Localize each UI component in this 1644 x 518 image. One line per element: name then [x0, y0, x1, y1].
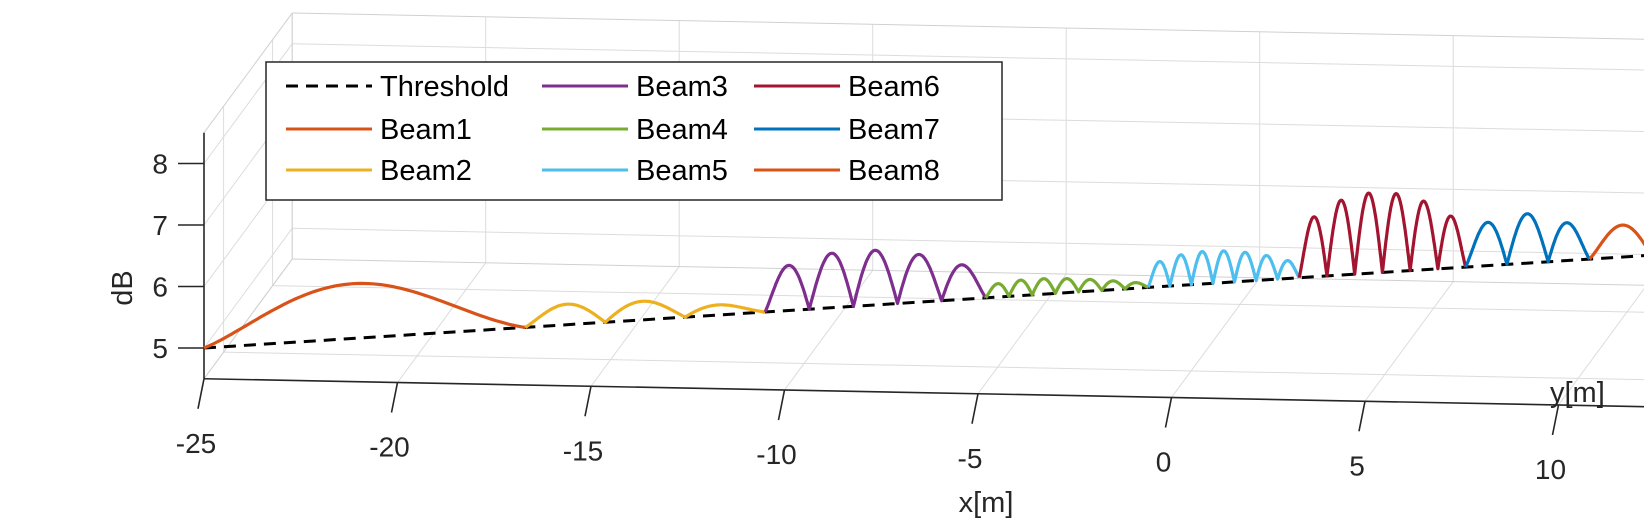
x-tick [390, 382, 399, 413]
series-line-beam2 [524, 299, 766, 329]
x-tick-label: -15 [563, 435, 603, 466]
x-tick-label: -5 [958, 443, 983, 474]
grid-line [397, 262, 487, 383]
legend-label: Beam4 [636, 114, 728, 146]
x-tick [584, 386, 592, 417]
x-tick-label: 5 [1349, 450, 1365, 481]
threshold-line [203, 254, 1644, 350]
series-line-beam8 [1588, 223, 1644, 261]
legend-label: Beam1 [380, 114, 472, 146]
x-tick-label: 0 [1156, 447, 1172, 478]
series-line-beam1 [203, 281, 526, 350]
box-edge [203, 12, 293, 134]
plot-area [203, 191, 1644, 350]
x-tick-label: -25 [176, 428, 216, 459]
grid-line [223, 351, 1644, 381]
series-line-beam4 [984, 277, 1150, 299]
grid-line [272, 285, 1644, 313]
x-tick [197, 378, 205, 409]
x-tick [1164, 397, 1173, 428]
x-tick-label: 10 [1535, 454, 1566, 485]
x-axis-line [203, 377, 1644, 408]
legend-label: Beam3 [636, 71, 728, 103]
legend-label: Beam7 [848, 114, 940, 146]
x-tick [971, 393, 979, 424]
legend-label: Beam8 [848, 155, 940, 187]
box-edge [292, 12, 1644, 40]
grid-line [203, 228, 293, 349]
grid-line [1364, 281, 1454, 402]
x-axis-label: x[m] [959, 487, 1014, 518]
legend-label: Beam5 [636, 155, 728, 187]
legend: Threshold Beam1 Beam2 Beam3 Beam4 Beam5 Beam6 B… [265, 61, 1003, 201]
x-tick [777, 389, 786, 421]
z-tick-label: 5 [152, 333, 168, 364]
z-tick-label: 6 [152, 272, 168, 303]
x-tick-label: -20 [369, 432, 409, 463]
x-tick [1551, 404, 1560, 436]
x-tick-label: -10 [756, 439, 796, 470]
legend-box [265, 61, 1003, 201]
series-line-beam7 [1464, 212, 1591, 268]
grid-line [1558, 288, 1644, 406]
series-line-beam5 [1146, 249, 1301, 288]
z-tick-label: 8 [152, 149, 168, 180]
legend-label: Beam2 [380, 155, 472, 187]
axes: -25-20-15-10-505105105678 [152, 132, 1644, 485]
legend-label: Threshold [380, 71, 509, 103]
series-line-beam3 [763, 248, 988, 313]
z-tick-label: 7 [152, 210, 168, 241]
grid-line [1171, 277, 1261, 398]
series-line-beam6 [1297, 191, 1468, 279]
legend-label: Beam6 [848, 71, 940, 103]
x-tick [1358, 401, 1366, 432]
y-axis-label: y[m] [1550, 377, 1605, 409]
z-axis-label: dB [107, 270, 139, 305]
box-edge [203, 258, 293, 380]
box-edge [292, 258, 1644, 286]
grid-line [590, 266, 680, 387]
grid-line [292, 43, 1644, 71]
